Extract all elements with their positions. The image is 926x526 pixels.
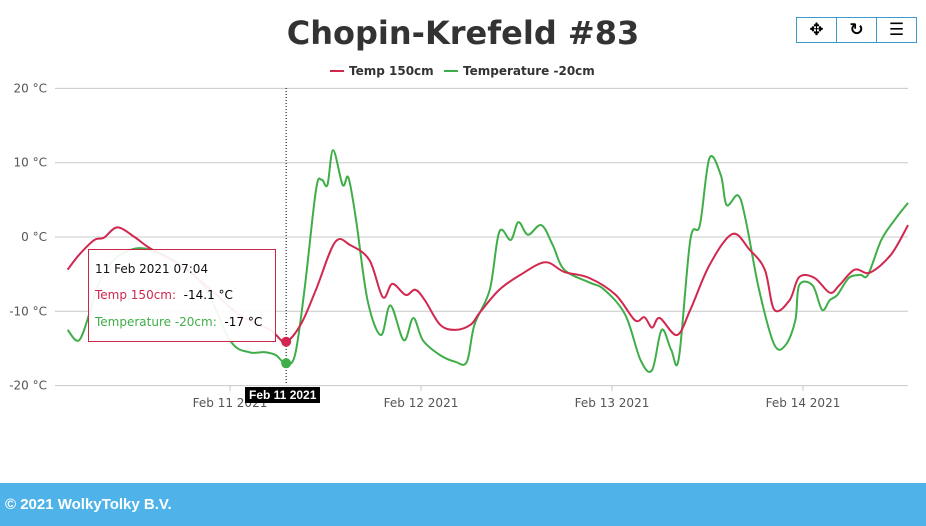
tooltip-row-temp150: Temp 150cm: -14.1 °C: [95, 288, 233, 302]
tooltip-row-temp20: Temperature -20cm: -17 °C: [95, 315, 262, 329]
tooltip: 11 Feb 2021 07:04 Temp 150cm: -14.1 °C T…: [88, 249, 276, 342]
hover-point-temperature-20cm: [281, 358, 292, 369]
pan-button[interactable]: ✥: [809, 20, 824, 40]
x-tick-label: Feb 13 2021: [575, 396, 650, 410]
menu-button[interactable]: ☰: [876, 18, 916, 42]
y-tick-label: 10 °C: [14, 156, 47, 170]
y-tick-label: 20 °C: [14, 81, 47, 95]
crosshair-x-label: Feb 11 2021: [245, 387, 321, 403]
chart: 20 °C 10 °C 0 °C -10 °C -20 °C Feb 11 2021 Feb…: [9, 64, 909, 410]
legend-item[interactable]: Temperature -20cm: [463, 64, 595, 78]
y-tick-label: -10 °C: [9, 304, 47, 318]
tooltip-label: Temperature -20cm:: [95, 315, 217, 329]
tooltip-value: -17 °C: [224, 315, 263, 329]
chart-toolbar: ✥ ↻ ☰: [796, 17, 917, 43]
legend-item[interactable]: Temp 150cm: [349, 64, 434, 78]
x-tick-label: Feb 14 2021: [766, 396, 841, 410]
tooltip-header: 11 Feb 2021 07:04: [95, 262, 209, 276]
chart-title: Chopin-Krefeld #83: [286, 14, 640, 52]
y-tick-label: 0 °C: [21, 230, 47, 244]
y-tick-label: -20 °C: [9, 379, 47, 393]
x-tick-label: Feb 12 2021: [384, 396, 459, 410]
tooltip-label: Temp 150cm:: [95, 288, 177, 302]
footer: © 2021 WolkyTolky B.V.: [0, 483, 926, 526]
hover-point-temp-150cm: [281, 336, 292, 347]
reset-zoom-button[interactable]: ↻: [836, 18, 876, 42]
tooltip-value: -14.1 °C: [183, 288, 233, 302]
